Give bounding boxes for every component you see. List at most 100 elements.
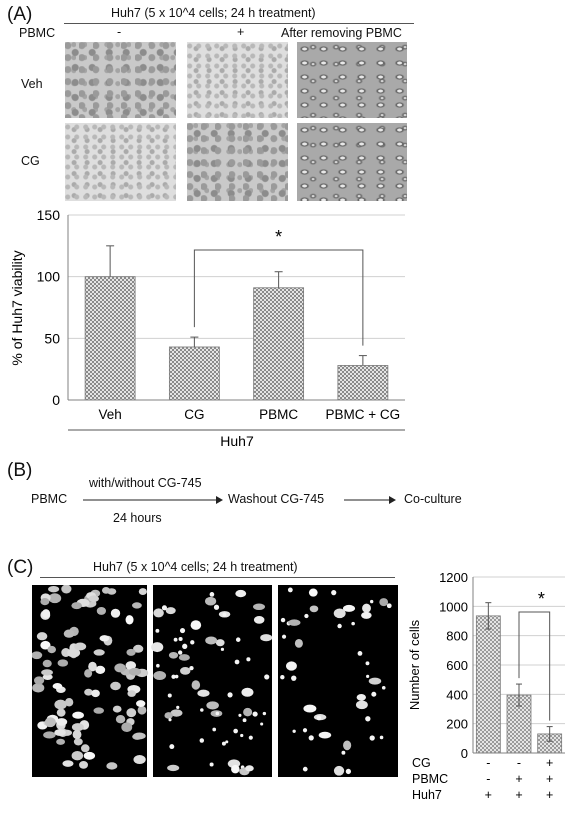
nucleus: [57, 659, 69, 667]
nucleus: [233, 728, 238, 734]
nucleus: [240, 733, 244, 738]
nucleus: [341, 750, 346, 755]
nucleus: [351, 621, 355, 626]
nucleus: [379, 598, 389, 607]
nucleus: [156, 663, 160, 668]
pbmc-plus: +: [237, 25, 245, 39]
nucleus: [241, 687, 254, 697]
nucleus: [386, 603, 392, 609]
nucleus: [168, 718, 172, 722]
micrograph-cg-no-pbmc: [65, 123, 176, 201]
nucleus: [79, 761, 89, 769]
nucleus: [318, 731, 332, 739]
nucleus: [115, 715, 126, 724]
nucleus: [151, 642, 164, 653]
nucleus: [161, 605, 168, 611]
nucleus: [176, 705, 180, 710]
flow-with-without: with/without CG-745: [89, 476, 202, 490]
y-tick-label: 200: [446, 717, 468, 732]
after-removing-label: After removing PBMC: [281, 26, 402, 40]
nucleus: [33, 676, 45, 685]
nucleus: [42, 659, 52, 668]
bar: [168, 346, 220, 401]
nucleus: [56, 718, 68, 726]
nucleus: [356, 693, 366, 701]
nucleus: [138, 588, 147, 596]
condition-label: PBMC: [412, 772, 448, 786]
nucleus: [220, 647, 225, 651]
nucleus: [71, 602, 82, 610]
nucleus: [302, 728, 308, 733]
panel-c-header: Huh7 (5 x 10^4 cells; 24 h treatment): [93, 560, 298, 574]
condition-sign: +: [546, 756, 553, 770]
nucleus: [126, 708, 137, 718]
nucleus: [302, 766, 308, 772]
condition-sign: -: [486, 772, 490, 786]
nucleus: [167, 693, 172, 698]
panel-a-header: Huh7 (5 x 10^4 cells; 24 h treatment): [111, 6, 316, 20]
nucleus: [93, 649, 105, 656]
nucleus: [180, 667, 191, 675]
nucleus: [365, 661, 370, 666]
x-axis-title: Huh7: [220, 433, 254, 449]
nucleus: [121, 722, 133, 733]
significance-star: *: [538, 589, 545, 609]
nucleus: [343, 740, 352, 751]
nucleus: [106, 762, 118, 770]
panel-label-b: (B): [7, 460, 33, 481]
nucleus: [280, 617, 286, 623]
nucleus: [137, 705, 147, 715]
nucleus: [253, 603, 266, 611]
nucleus: [96, 606, 107, 615]
nucleus: [110, 608, 121, 618]
nucleus: [173, 637, 178, 642]
nucleus: [72, 729, 82, 740]
nucleus: [48, 585, 60, 593]
nucleus: [165, 607, 176, 615]
y-tick-label: 0: [461, 746, 468, 761]
nucleus: [189, 665, 194, 671]
nucleus: [88, 595, 99, 602]
nucleus: [197, 689, 210, 697]
nucleus: [178, 636, 183, 642]
nucleus: [95, 665, 106, 674]
bar: [253, 287, 305, 401]
row-label-cg: CG: [21, 154, 40, 168]
panel-label-c: (C): [7, 557, 34, 578]
nucleus: [54, 729, 66, 736]
nucleus: [234, 659, 240, 665]
nucleus: [41, 669, 53, 676]
nucleus: [74, 642, 87, 651]
nucleus: [191, 680, 201, 690]
significance-star: *: [275, 227, 282, 247]
nucleus: [42, 609, 51, 619]
nucleus: [206, 701, 219, 710]
nucleus: [260, 722, 264, 726]
y-tick-label: 800: [446, 629, 468, 644]
nucleus: [303, 704, 317, 713]
y-tick-label: 50: [44, 330, 60, 346]
nucleus: [235, 637, 241, 642]
nucleus: [56, 708, 66, 717]
nucleus: [91, 689, 100, 698]
nucleus: [361, 611, 372, 619]
condition-sign: +: [515, 788, 522, 802]
nucleus: [225, 740, 229, 744]
nucleus: [308, 735, 314, 741]
nucleus: [182, 643, 188, 649]
nucleus: [114, 663, 126, 673]
nucleus: [136, 700, 146, 708]
nucleus: [71, 723, 84, 732]
y-tick-label: 1000: [439, 599, 468, 614]
nucleus: [245, 765, 254, 772]
nucleus: [170, 709, 183, 717]
nucleus: [222, 612, 227, 617]
nucleus: [44, 717, 56, 728]
pbmc-minus: -: [117, 25, 122, 39]
nucleus: [333, 608, 346, 619]
bar: [475, 615, 501, 754]
nucleus: [246, 657, 251, 662]
y-axis-title: Number of cells: [407, 619, 422, 710]
nucleus: [32, 651, 43, 660]
